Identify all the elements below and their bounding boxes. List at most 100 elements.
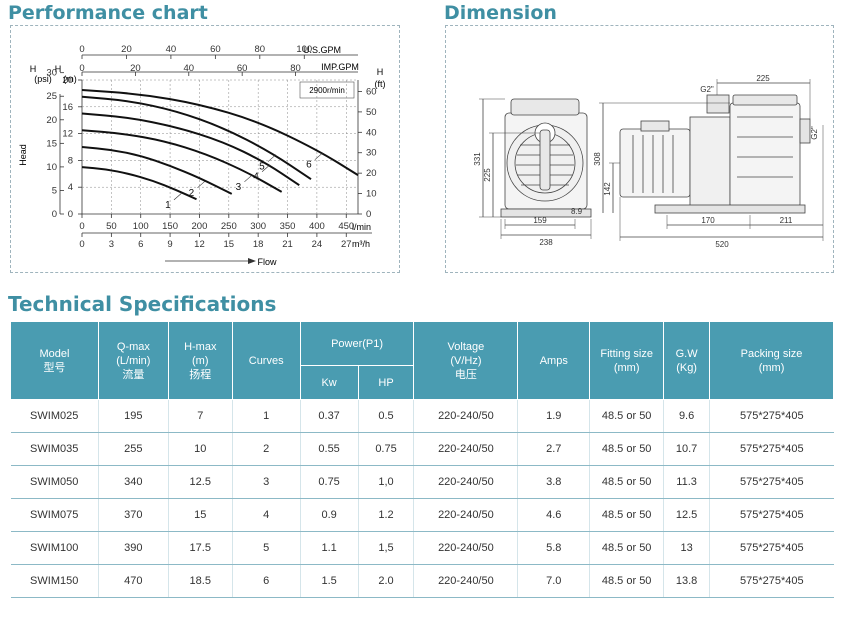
table-cell: 575*275*405 bbox=[709, 465, 834, 499]
lmin-tick-label: 350 bbox=[280, 221, 296, 232]
table-cell: 10.7 bbox=[663, 432, 710, 466]
curve-label-6: 6 bbox=[306, 160, 312, 171]
psi-tick-label: 20 bbox=[46, 115, 57, 126]
table-cell: 1.1 bbox=[299, 531, 359, 565]
ft-tick-label: 20 bbox=[366, 168, 377, 179]
table-cell: 340 bbox=[97, 465, 169, 499]
table-cell: 9.6 bbox=[663, 399, 710, 433]
m3h-tick-label: 15 bbox=[224, 239, 235, 250]
us-gpm-axis-label: U.S.GPM bbox=[303, 45, 341, 55]
table-cell: 220-240/50 bbox=[413, 465, 518, 499]
table-cell: 390 bbox=[97, 531, 169, 565]
pump-curve-2 bbox=[81, 146, 233, 195]
h-left-label-1: H bbox=[30, 64, 37, 74]
dim-g2-side: G2" bbox=[810, 126, 819, 140]
ft-axis-label: (ft) bbox=[375, 79, 386, 89]
imp-gpm-tick-label: 20 bbox=[130, 63, 141, 74]
dim-159: 159 bbox=[533, 216, 547, 225]
lmin-tick-label: 450 bbox=[338, 221, 354, 232]
psi-tick-label: 30 bbox=[46, 68, 57, 79]
table-cell: 15 bbox=[167, 498, 233, 532]
header-fitting-size: Fitting size (mm) bbox=[589, 321, 665, 400]
table-cell: 0.75 bbox=[357, 432, 414, 466]
header-model: Model 型号 bbox=[10, 321, 99, 400]
table-cell: 575*275*405 bbox=[709, 564, 834, 598]
header-amps: Amps bbox=[517, 321, 591, 400]
table-cell: 195 bbox=[97, 399, 169, 433]
table-cell: 1.5 bbox=[299, 564, 359, 598]
dim-211: 211 bbox=[780, 216, 793, 225]
dimension-frame bbox=[445, 25, 834, 273]
m-tick-label: 16 bbox=[62, 102, 73, 113]
table-cell: 255 bbox=[97, 432, 169, 466]
spec-table: Model 型号 Q-max (L/min) 流量 H-max (m) 扬程 Curves… bbox=[10, 321, 834, 598]
table-cell: 0.55 bbox=[299, 432, 359, 466]
header-curves: Curves bbox=[231, 321, 301, 400]
table-cell: 3.8 bbox=[517, 465, 590, 499]
dim-520: 520 bbox=[715, 240, 729, 249]
table-cell: 220-240/50 bbox=[413, 432, 518, 466]
m-tick-label: 0 bbox=[68, 209, 73, 220]
lmin-tick-label: 150 bbox=[162, 221, 178, 232]
lmin-tick-label: 400 bbox=[309, 221, 325, 232]
ft-tick-label: 50 bbox=[366, 107, 377, 118]
dim-142: 142 bbox=[603, 182, 612, 196]
table-cell: 370 bbox=[97, 498, 169, 532]
lmin-tick-label: 250 bbox=[221, 221, 237, 232]
header-qmax: Q-max (L/min) 流量 bbox=[97, 321, 169, 400]
m-tick-label: 8 bbox=[68, 155, 73, 166]
psi-tick-label: 10 bbox=[46, 162, 57, 173]
ft-tick-label: 0 bbox=[366, 209, 371, 220]
table-cell: 48.5 or 50 bbox=[589, 432, 664, 466]
table-cell: 13.8 bbox=[663, 564, 710, 598]
performance-chart-title: Performance chart bbox=[8, 2, 208, 24]
dim-170: 170 bbox=[701, 216, 715, 225]
table-cell: SWIM035 bbox=[10, 432, 99, 466]
table-cell: 10 bbox=[167, 432, 233, 466]
m-axis-label: (m) bbox=[63, 74, 77, 84]
table-row: SWIM075 370 15 4 0.9 1.2 220-240/50 4.6 48.5 or … bbox=[10, 498, 834, 532]
curve-label-2: 2 bbox=[189, 188, 195, 199]
table-cell: 18.5 bbox=[167, 564, 233, 598]
table-row: SWIM025 195 7 1 0.37 0.5 220-240/50 1.9 48.5 or … bbox=[10, 399, 834, 433]
speed-label: 2900r/min bbox=[309, 86, 345, 95]
table-cell: 220-240/50 bbox=[413, 531, 518, 565]
table-cell: 1 bbox=[231, 399, 301, 433]
technical-specifications-title: Technical Specifications bbox=[8, 292, 277, 316]
table-cell: SWIM075 bbox=[10, 498, 99, 532]
table-cell: 575*275*405 bbox=[709, 432, 834, 466]
table-cell: 220-240/50 bbox=[413, 564, 518, 598]
table-cell: 6 bbox=[231, 564, 301, 598]
table-cell: SWIM050 bbox=[10, 465, 99, 499]
pump-curve-4 bbox=[81, 112, 300, 187]
us-gpm-tick-label: 40 bbox=[166, 44, 177, 55]
curve-label-1: 1 bbox=[165, 200, 171, 211]
imp-gpm-tick-label: 80 bbox=[290, 63, 301, 74]
m3h-axis-label: m³/h bbox=[352, 239, 370, 249]
psi-tick-label: 25 bbox=[46, 91, 57, 102]
table-cell: 0.5 bbox=[357, 399, 414, 433]
m-tick-label: 4 bbox=[68, 182, 73, 193]
m3h-tick-label: 18 bbox=[253, 239, 264, 250]
dim-8-9: 8.9 bbox=[571, 207, 583, 216]
ft-tick-label: 10 bbox=[366, 189, 377, 200]
ft-tick-label: 40 bbox=[366, 127, 377, 138]
table-cell: 48.5 or 50 bbox=[589, 399, 664, 433]
table-cell: 48.5 or 50 bbox=[589, 564, 664, 598]
lmin-axis-label: l/min bbox=[352, 222, 371, 232]
pump-curve-1 bbox=[81, 166, 197, 201]
table-cell: 3 bbox=[231, 465, 301, 499]
dim-g2-top: G2" bbox=[700, 85, 714, 94]
dim-238: 238 bbox=[539, 238, 553, 247]
table-cell: 48.5 or 50 bbox=[589, 498, 664, 532]
pump-curve-5 bbox=[81, 95, 312, 180]
table-cell: SWIM025 bbox=[10, 399, 99, 433]
pump-curve-3 bbox=[81, 129, 283, 193]
dim-331: 331 bbox=[473, 152, 482, 166]
lmin-tick-label: 200 bbox=[192, 221, 208, 232]
table-cell: 1.9 bbox=[517, 399, 590, 433]
table-cell: 48.5 or 50 bbox=[589, 531, 664, 565]
m-tick-label: 12 bbox=[62, 129, 73, 140]
lmin-tick-label: 300 bbox=[250, 221, 266, 232]
curve-leader bbox=[197, 180, 206, 189]
